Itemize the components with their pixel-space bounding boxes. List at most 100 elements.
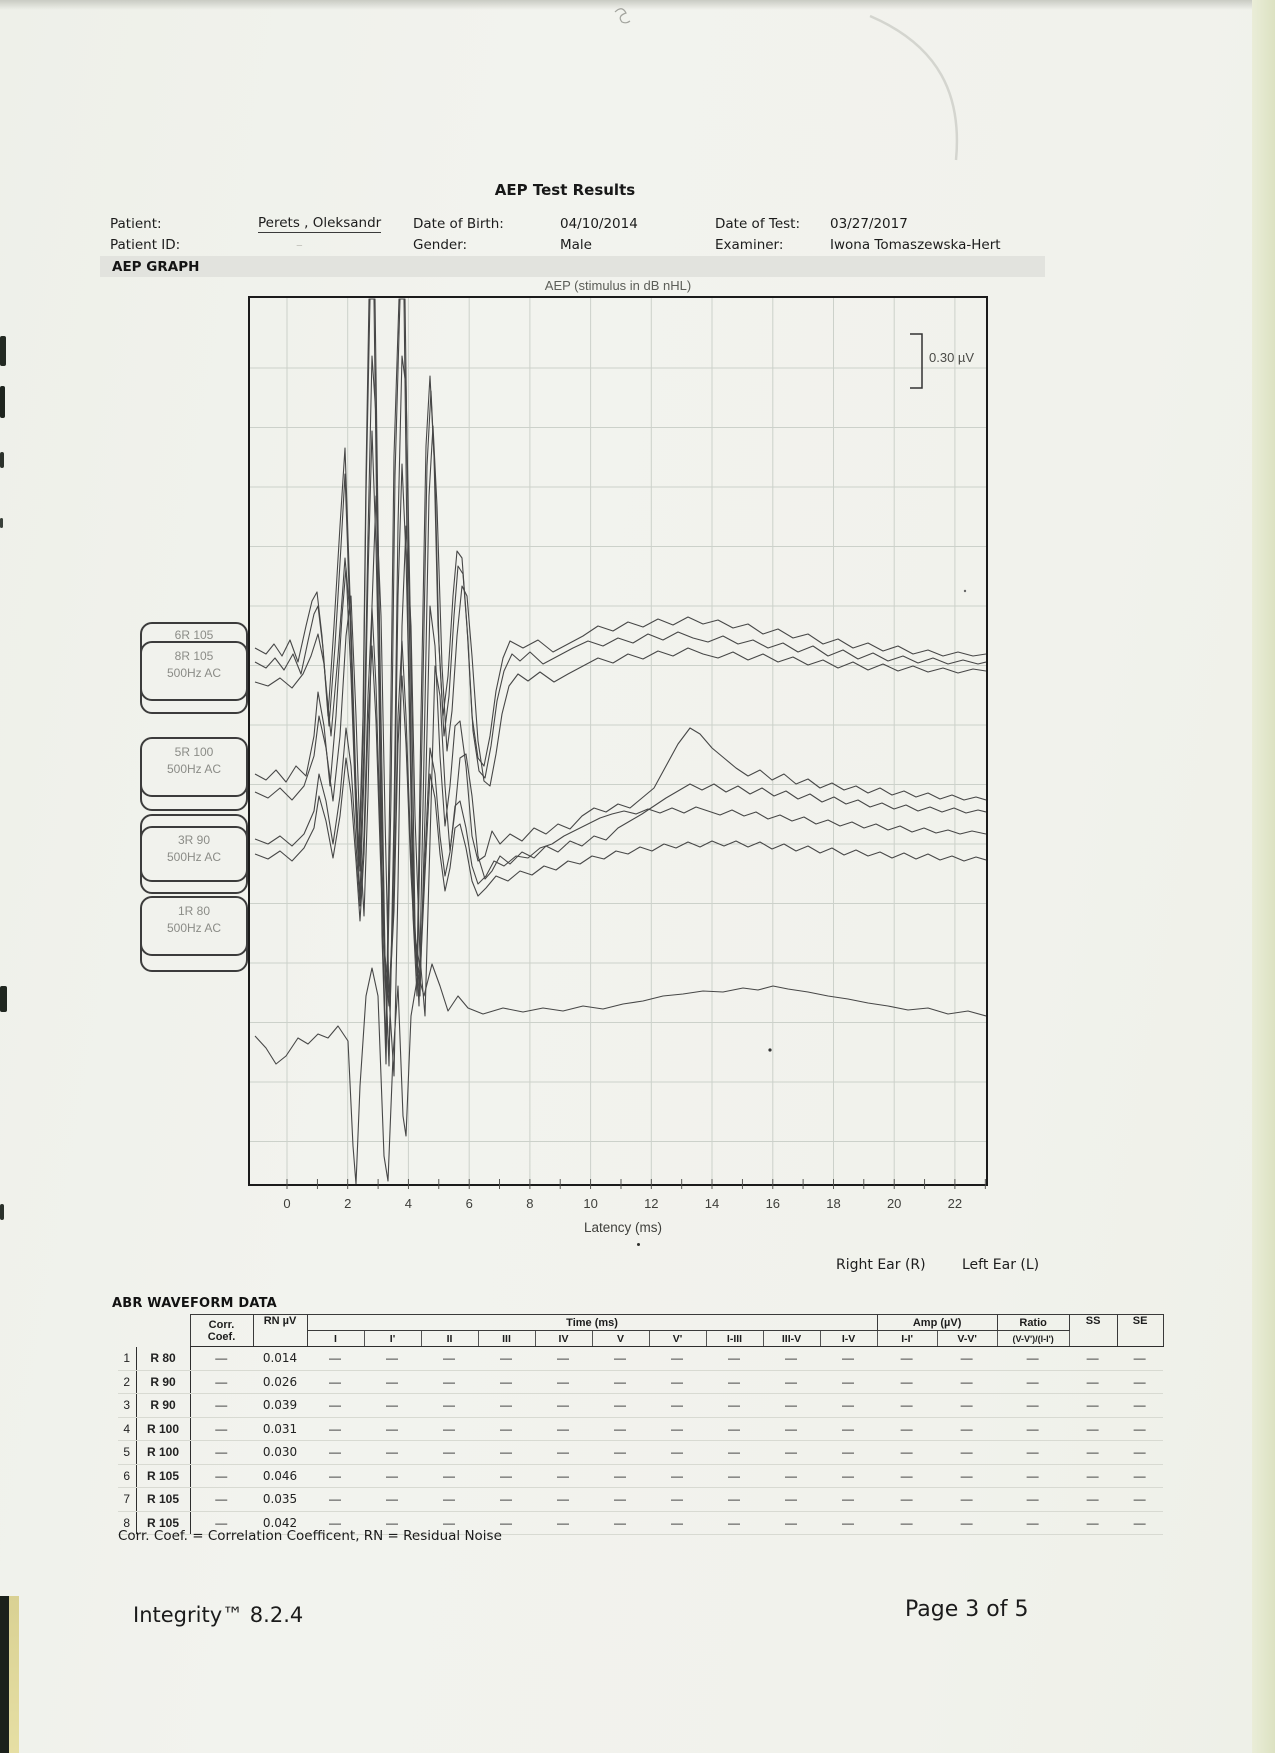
scan-speck — [963, 589, 967, 593]
scan-edge-strip-right — [1252, 0, 1275, 1753]
section-header-bar: AEP GRAPH — [100, 256, 1045, 277]
axis-ticks — [286, 1179, 986, 1189]
col-header-se: SE — [1117, 1314, 1164, 1347]
table-header-row-groups: Corr. Coef. RN µV Time (ms) Amp (µV) Rat… — [118, 1314, 1164, 1347]
empty-measure-cell: — — [763, 1393, 820, 1418]
empty-measure-cell: — — [307, 1511, 364, 1535]
empty-measure-cell: — — [1117, 1417, 1164, 1441]
empty-measure-cell: — — [706, 1487, 763, 1512]
waveform-traces — [254, 298, 986, 1184]
empty-measure-cell: — — [763, 1511, 820, 1535]
empty-measure-cell: — — [535, 1370, 592, 1394]
empty-measure-cell: — — [649, 1511, 706, 1535]
table-subheader-row: I I' II III IV V V' I-III III-V I-V I-I' V-V' (V-V')… — [118, 1330, 1163, 1347]
rn-value: 0.039 — [253, 1393, 307, 1418]
x-tick-label: 12 — [644, 1196, 658, 1211]
empty-measure-cell: — — [997, 1393, 1070, 1418]
empty-measure-cell: — — [1117, 1346, 1164, 1371]
plot-frame — [248, 296, 988, 1186]
empty-measure-cell: — — [649, 1370, 706, 1394]
scan-corner-strip-dark — [0, 1596, 9, 1753]
col-header-v-v': V-V' — [937, 1330, 998, 1347]
col-header-i-v: I-V — [820, 1330, 878, 1347]
empty-measure-cell: — — [649, 1487, 706, 1512]
trace-label-subtext: 500Hz AC — [166, 762, 222, 776]
empty-measure-cell: — — [364, 1393, 421, 1418]
empty-measure-cell: — — [1069, 1464, 1118, 1488]
empty-measure-cell: — — [421, 1417, 478, 1441]
rn-value: 0.046 — [253, 1464, 307, 1488]
corr-header-line2: Coef. — [207, 1330, 236, 1343]
table-footnote: Corr. Coef. = Correlation Coefficent, RN… — [118, 1528, 502, 1544]
waveform-trace-r-105-b — [254, 298, 986, 1065]
waveform-trace-r-80 — [254, 963, 986, 1184]
section-header-text: AEP GRAPH — [112, 259, 200, 275]
paper-crease-mark — [869, 14, 959, 161]
col-header-ss: SS — [1069, 1314, 1118, 1347]
empty-measure-cell: — — [877, 1511, 938, 1535]
empty-measure-cell: — — [937, 1370, 998, 1394]
empty-measure-cell: — — [997, 1487, 1070, 1512]
row-label: R 90 — [135, 1393, 191, 1418]
row-number: 2 — [118, 1370, 136, 1394]
empty-measure-cell: — — [997, 1440, 1070, 1465]
col-header-ii: II — [421, 1330, 479, 1347]
row-number: 5 — [118, 1440, 136, 1465]
empty-measure-cell: — — [763, 1346, 820, 1371]
amplitude-scale-bracket — [910, 333, 923, 389]
empty-measure-cell: — — [592, 1393, 649, 1418]
trace-label-text: 1R 80 — [177, 904, 211, 918]
patient-label: Patient: — [110, 216, 162, 232]
empty-measure-cell: — — [706, 1511, 763, 1535]
empty-measure-cell: — — [307, 1440, 364, 1465]
empty-measure-cell: — — [421, 1440, 478, 1465]
empty-measure-cell: — — [307, 1370, 364, 1394]
empty-measure-cell: — — [364, 1487, 421, 1512]
empty-measure-cell: — — [1069, 1511, 1118, 1535]
empty-measure-cell: — — [421, 1464, 478, 1488]
empty-measure-cell: — — [1117, 1393, 1164, 1418]
empty-measure-cell: — — [1069, 1393, 1118, 1418]
empty-measure-cell: — — [421, 1487, 478, 1512]
col-header-iii-v: III-V — [763, 1330, 821, 1347]
gridlines — [250, 298, 986, 1184]
trace-label-text: 5R 100 — [174, 745, 214, 759]
empty-measure-cell: — — [478, 1440, 535, 1465]
empty-measure-cell: — — [763, 1440, 820, 1465]
empty-measure-cell: — — [649, 1417, 706, 1441]
empty-measure-cell: — — [706, 1464, 763, 1488]
trace-label-box-3r90: 3R 90 500Hz AC — [140, 826, 248, 882]
trace-label-box-5r100: 5R 100 500Hz AC — [140, 737, 248, 797]
x-tick-label: 22 — [948, 1196, 962, 1211]
row-number: 7 — [118, 1487, 136, 1512]
row-label: R 105 — [135, 1464, 191, 1488]
scan-blotch — [0, 386, 5, 418]
waveform-trace-r-100-b — [254, 495, 986, 1077]
x-tick-label: 18 — [826, 1196, 840, 1211]
empty-measure-cell: — — [535, 1511, 592, 1535]
empty-measure-cell: — — [478, 1393, 535, 1418]
trace-label-subtext: 500Hz AC — [166, 666, 222, 680]
row-number: 3 — [118, 1393, 136, 1418]
x-axis-title: Latency (ms) — [584, 1220, 662, 1235]
waveform-plot: 0 2 4 6 8 10 12 14 16 18 20 22 0.30 µV Latency (ms) — [248, 296, 988, 1235]
col-group-time: Time (ms) — [307, 1314, 878, 1331]
header-spacer — [118, 1331, 190, 1347]
scan-blotch — [0, 518, 3, 528]
header-spacer — [118, 1315, 190, 1331]
empty-measure-cell: — — [937, 1346, 998, 1371]
empty-measure-cell: — — [997, 1346, 1070, 1371]
scan-blotch — [0, 986, 7, 1012]
row-number: 8 — [118, 1511, 136, 1535]
corr-coef-cell: — — [190, 1511, 253, 1535]
row-label: R 80 — [135, 1346, 191, 1371]
empty-measure-cell: — — [364, 1464, 421, 1488]
empty-measure-cell: — — [706, 1370, 763, 1394]
col-group-amp: Amp (µV) — [877, 1314, 998, 1331]
empty-measure-cell: — — [364, 1417, 421, 1441]
corr-coef-cell: — — [190, 1346, 253, 1371]
